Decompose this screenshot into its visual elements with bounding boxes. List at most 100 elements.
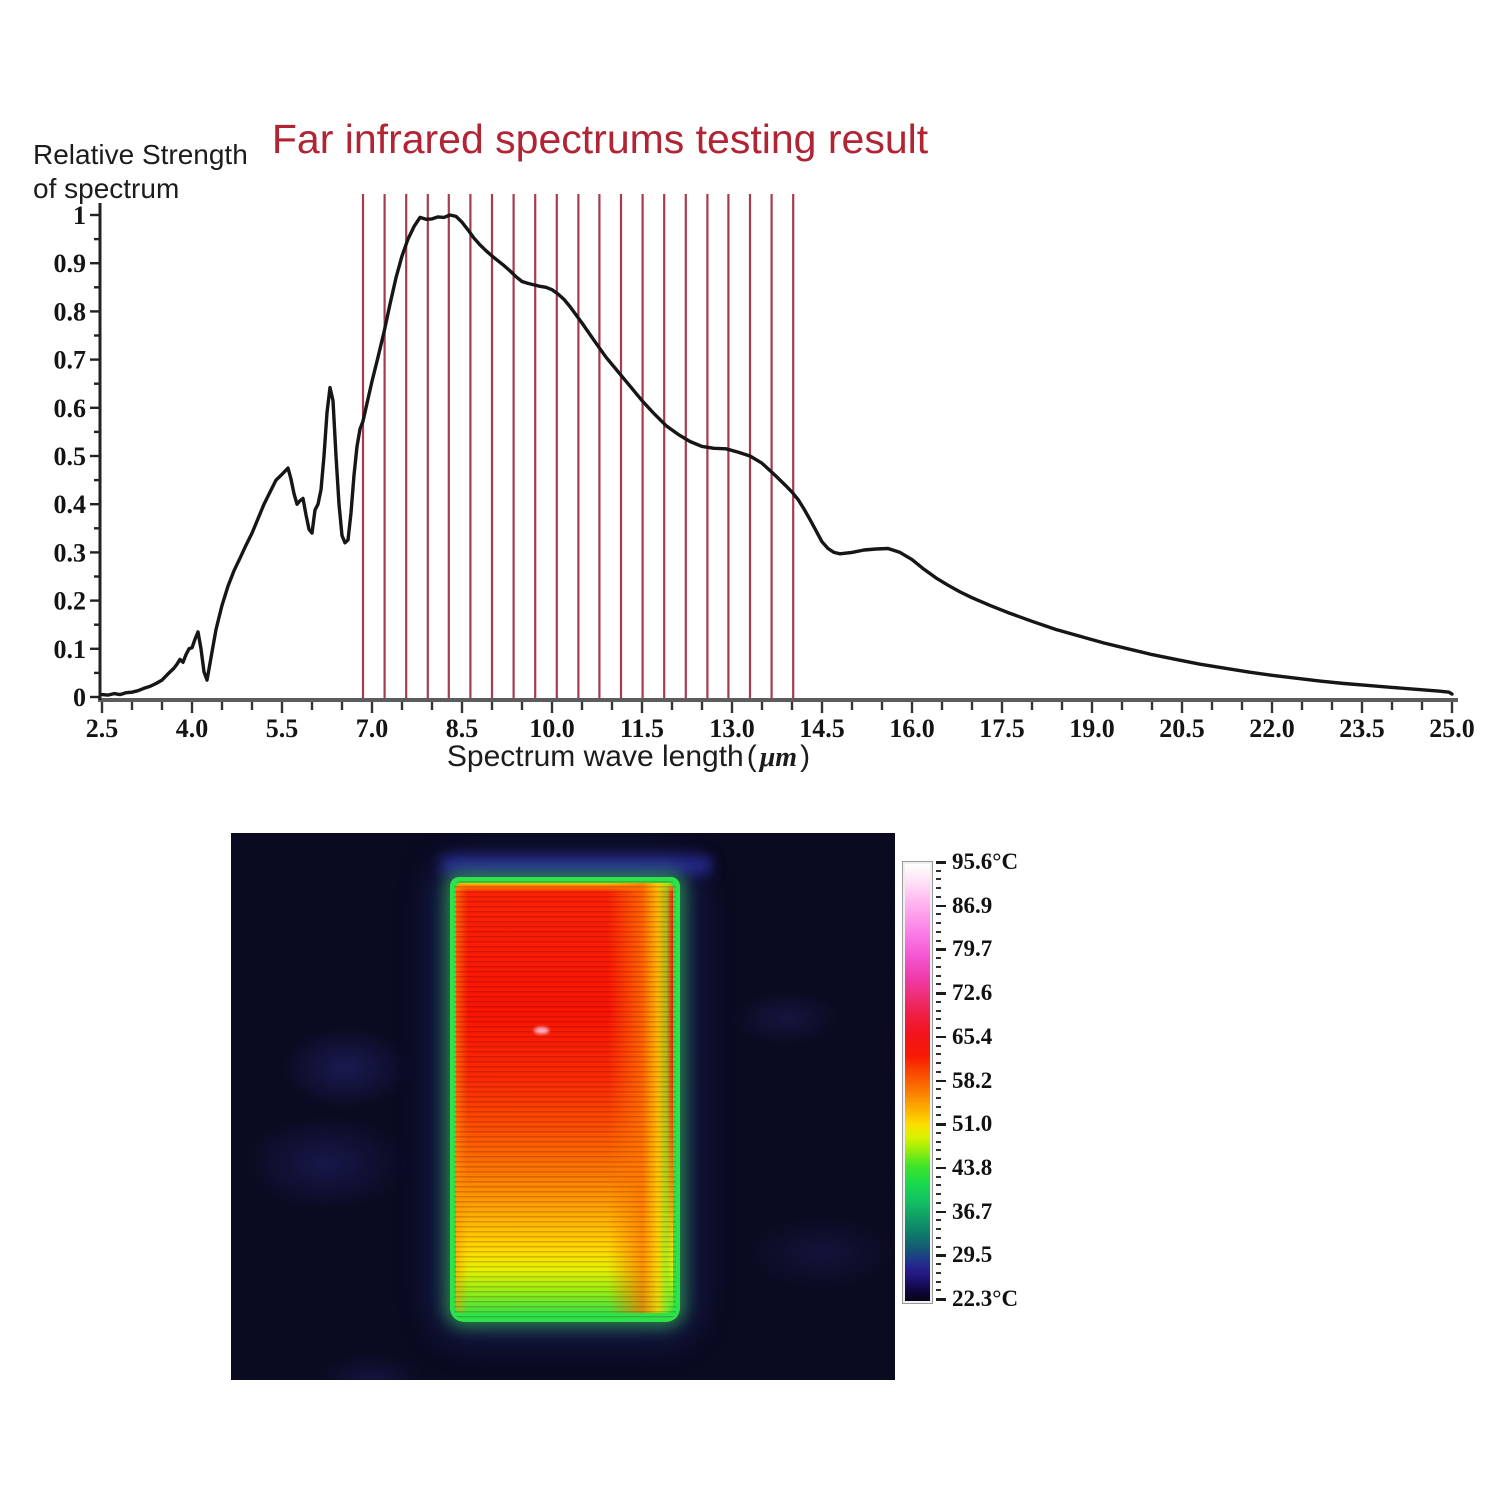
scale-minor-tick	[936, 1009, 941, 1012]
scale-minor-tick	[936, 1289, 941, 1292]
scale-minor-tick	[936, 1018, 941, 1021]
x-tick-label: 20.5	[1159, 714, 1205, 743]
scale-minor-tick	[936, 1062, 941, 1065]
y-tick-label: 0.5	[54, 442, 87, 471]
scale-minor-tick	[936, 1158, 941, 1161]
scale-minor-tick	[936, 1000, 941, 1003]
scale-label: 86.9	[952, 892, 993, 918]
scale-minor-tick	[936, 1096, 941, 1099]
scale-major-tick	[936, 1210, 946, 1214]
x-tick-label: 17.5	[979, 714, 1025, 743]
x-tick-label: 4.0	[176, 714, 209, 743]
scale-minor-tick	[936, 1201, 941, 1204]
x-tick-label: 22.0	[1249, 714, 1295, 743]
scale-major-tick	[936, 1123, 946, 1126]
scale-minor-tick	[936, 895, 941, 898]
scale-minor-tick	[936, 965, 941, 968]
x-tick-label: 8.5	[446, 714, 479, 743]
scale-minor-tick	[936, 1193, 941, 1196]
temperature-scale-labels: 95.6°C 86.9 79.7 72.6 65.4 58.2 51.0 43.8 36.7 29…	[952, 850, 1042, 1311]
scale-minor-tick	[936, 1280, 941, 1283]
scale-minor-tick	[936, 887, 941, 890]
y-tick-label: 0.7	[54, 346, 87, 375]
x-tick-label: 11.5	[620, 714, 664, 743]
x-axis-unit-paren-close: )	[800, 740, 811, 773]
scale-minor-tick	[936, 1027, 941, 1030]
scale-major-tick	[936, 1298, 946, 1301]
scale-minor-tick	[936, 983, 941, 986]
scale-minor-tick	[936, 1044, 941, 1047]
scale-minor-tick	[936, 1105, 941, 1108]
scale-label: 72.6	[952, 980, 993, 1006]
scale-minor-tick	[936, 1184, 941, 1187]
scale-minor-tick	[936, 974, 941, 977]
scale-major-tick	[936, 1166, 946, 1170]
x-axis-title: Spectrum wave length(μm)	[420, 740, 840, 774]
x-tick-label: 19.0	[1069, 714, 1115, 743]
scale-minor-tick	[936, 1175, 941, 1178]
scale-label: 95.6°C	[952, 849, 1019, 874]
spectrum-plot: 2.5 4.0 5.5 7.0 8.5 10.0 11.5 13.0 14.5 16.0 17.5 1…	[54, 194, 1475, 743]
x-tick-label: 25.0	[1429, 714, 1475, 743]
scale-major-tick	[936, 1035, 946, 1039]
heated-panel-edge-gradient	[456, 883, 673, 1313]
scale-minor-tick	[936, 939, 941, 942]
scale-minor-tick	[936, 1053, 941, 1056]
scale-minor-tick	[936, 1149, 941, 1152]
y-tick-label: 0.8	[54, 297, 87, 326]
y-tick-label: 0.3	[54, 538, 87, 567]
x-tick-label: 16.0	[889, 714, 935, 743]
x-axis-unit-paren-open: (	[746, 740, 757, 773]
y-tick-label: 0	[73, 683, 86, 712]
scale-minor-tick	[936, 930, 941, 933]
scale-major-tick	[936, 861, 946, 864]
x-tick-label: 14.5	[799, 714, 845, 743]
scale-minor-tick	[936, 1114, 941, 1117]
scale-minor-tick	[936, 1236, 941, 1239]
scale-label: 29.5	[952, 1242, 993, 1268]
y-tick-label: 0.9	[54, 249, 87, 278]
x-tick-label: 23.5	[1339, 714, 1385, 743]
temperature-scale-bar	[902, 861, 933, 1304]
scale-label: 51.0	[952, 1111, 993, 1137]
y-axis-title: Relative Strength of spectrum	[33, 138, 248, 206]
x-axis-title-text: Spectrum wave length	[446, 740, 744, 773]
y-tick-label: 0.4	[54, 490, 87, 519]
y-tick-label: 0.6	[54, 394, 87, 423]
scale-minor-tick	[936, 1271, 941, 1274]
scale-label: 58.2	[952, 1067, 993, 1093]
scale-major-tick	[936, 1254, 946, 1257]
hot-spot	[534, 1027, 549, 1034]
chart-title: Far infrared spectrums testing result	[271, 116, 929, 162]
x-tick-label: 2.5	[86, 714, 119, 743]
heated-panel	[450, 877, 680, 1322]
scale-minor-tick	[936, 1088, 941, 1091]
y-tick-label: 1	[73, 201, 86, 230]
scale-minor-tick	[936, 869, 941, 872]
x-tick-label: 7.0	[356, 714, 389, 743]
y-tick-label: 0.2	[54, 587, 87, 616]
scale-major-tick	[936, 1079, 946, 1082]
scale-label: 79.7	[952, 936, 993, 962]
y-tick-label: 0.1	[54, 635, 87, 664]
scale-minor-tick	[936, 1140, 941, 1143]
scale-label: 65.4	[952, 1023, 993, 1049]
scale-minor-tick	[936, 1219, 941, 1222]
x-tick-label: 10.0	[529, 714, 575, 743]
spectrum-curve	[100, 213, 1454, 697]
thermal-image	[231, 833, 895, 1380]
scale-minor-tick	[936, 1070, 941, 1073]
mount-bar-glow	[440, 855, 712, 875]
x-tick-label: 5.5	[266, 714, 299, 743]
scale-major-tick	[936, 904, 946, 908]
scale-minor-tick	[936, 1131, 941, 1134]
scale-major-tick	[936, 992, 946, 995]
temperature-scale-ticks	[936, 861, 948, 1301]
scale-label: 36.7	[952, 1198, 993, 1224]
x-tick-label: 13.0	[709, 714, 755, 743]
scale-minor-tick	[936, 922, 941, 925]
scale-minor-tick	[936, 1245, 941, 1248]
scale-major-tick	[936, 948, 946, 951]
y-axis-title-line2: of spectrum	[33, 173, 180, 204]
scale-minor-tick	[936, 957, 941, 960]
